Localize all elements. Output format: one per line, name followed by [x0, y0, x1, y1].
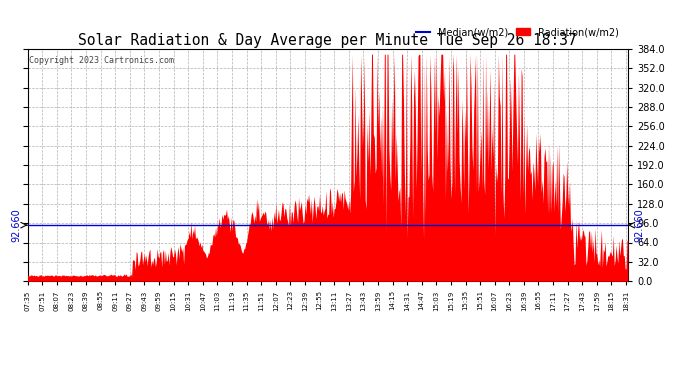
Text: 92.660: 92.660: [634, 208, 644, 242]
Text: Copyright 2023 Cartronics.com: Copyright 2023 Cartronics.com: [29, 56, 174, 65]
Legend: Median(w/m2), Radiation(w/m2): Median(w/m2), Radiation(w/m2): [412, 23, 623, 41]
Text: 92.660: 92.660: [12, 208, 21, 242]
Title: Solar Radiation & Day Average per Minute Tue Sep 26 18:37: Solar Radiation & Day Average per Minute…: [79, 33, 577, 48]
